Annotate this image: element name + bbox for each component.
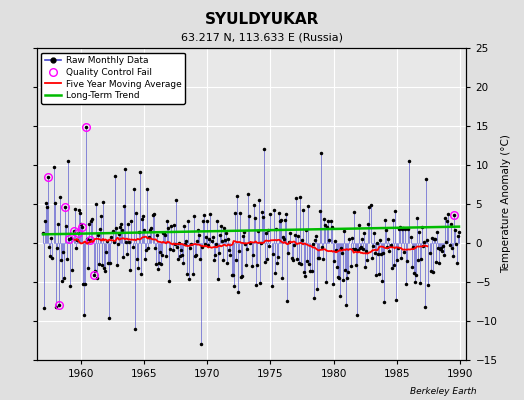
Y-axis label: Temperature Anomaly (°C): Temperature Anomaly (°C) bbox=[501, 134, 511, 274]
Text: 63.217 N, 113.633 E (Russia): 63.217 N, 113.633 E (Russia) bbox=[181, 32, 343, 42]
Text: Berkeley Earth: Berkeley Earth bbox=[410, 387, 477, 396]
Text: SYULDYUKAR: SYULDYUKAR bbox=[205, 12, 319, 27]
Legend: Raw Monthly Data, Quality Control Fail, Five Year Moving Average, Long-Term Tren: Raw Monthly Data, Quality Control Fail, … bbox=[41, 52, 185, 104]
